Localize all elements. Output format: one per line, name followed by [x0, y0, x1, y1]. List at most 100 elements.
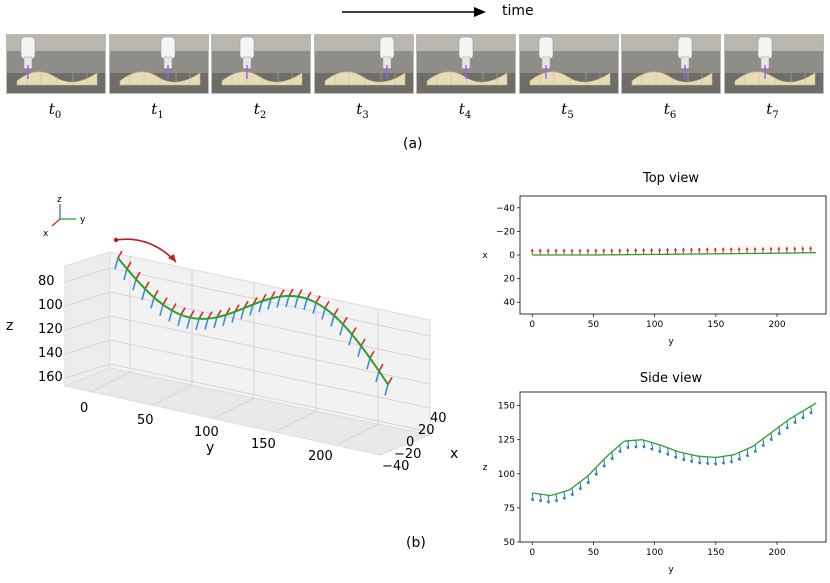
- orientation-arrow-red: [207, 311, 213, 320]
- z-tick-label: 120: [38, 322, 63, 337]
- y-axis-label: z: [483, 463, 488, 473]
- top-view-title: Top view: [642, 171, 699, 186]
- y-tick-label: 150: [498, 402, 515, 412]
- orientation-arrow-red: [135, 271, 141, 280]
- orientation-arrow-red: [279, 289, 285, 298]
- x-tick-label: 150: [707, 320, 724, 330]
- orientation-arrow-blue: [222, 314, 227, 327]
- orientation-arrow-blue: [240, 307, 245, 320]
- side-view-title: Side view: [639, 371, 703, 386]
- orientation-arrow: [619, 444, 622, 453]
- orientation-arrow: [627, 440, 630, 449]
- orientation-arrow: [595, 467, 598, 476]
- orientation-arrow-blue: [186, 317, 191, 329]
- x-tick-label: −20: [394, 447, 421, 462]
- orientation-arrow-blue: [141, 288, 146, 301]
- orientation-arrow-red: [144, 281, 150, 290]
- y-tick-label: 50: [137, 413, 154, 428]
- plot-frame: [519, 391, 827, 543]
- y-tick-label: 125: [498, 436, 515, 446]
- x-tick-label: 100: [646, 320, 663, 330]
- y-axis-label: x: [482, 251, 488, 261]
- orientation-arrow: [786, 421, 789, 430]
- frame-time-label: t5: [561, 100, 574, 121]
- orientation-arrow-red: [189, 310, 195, 318]
- y-tick-label: 150: [251, 437, 276, 452]
- x-tick-label: 100: [646, 548, 663, 558]
- orientation-arrow-blue: [168, 310, 173, 322]
- orientation-arrow-blue: [150, 297, 155, 309]
- orientation-arrow-blue: [384, 384, 389, 396]
- orientation-arrow-blue: [339, 324, 344, 336]
- orientation-arrow: [754, 444, 757, 453]
- orientation-arrow-blue: [375, 370, 380, 383]
- orientation-arrow-red: [297, 289, 303, 298]
- y-tick-label: 100: [194, 425, 219, 440]
- orientation-arrow: [579, 481, 582, 491]
- frame-time-label: t3: [356, 100, 369, 121]
- orientation-arrow: [722, 456, 725, 465]
- orientation-arrow-blue: [357, 345, 362, 358]
- icon-y-label: y: [80, 215, 86, 225]
- y-axis-label: y: [206, 440, 214, 456]
- frame-time-label: t1: [151, 100, 164, 121]
- trajectory-line: [532, 402, 817, 497]
- orientation-arrow-red: [180, 307, 186, 316]
- orientation-arrow: [587, 475, 590, 484]
- x-tick-label: 50: [588, 548, 600, 558]
- orientation-arrow: [706, 456, 709, 465]
- frame-image: [6, 34, 106, 94]
- y-tick-label: 0: [509, 251, 515, 261]
- orientation-arrow-red: [324, 300, 330, 309]
- orientation-arrow: [659, 444, 662, 453]
- orientation-arrow: [603, 459, 606, 468]
- orientation-arrow-red: [387, 376, 393, 385]
- orientation-arrow: [571, 487, 574, 496]
- axes-orientation-icon: z y x: [43, 195, 86, 239]
- side-view-chart: 0 50 100 150 200 50 75 100 125 150 y z: [483, 391, 827, 575]
- orientation-arrow-red: [342, 316, 348, 325]
- orientation-arrow: [563, 491, 566, 500]
- orientation-arrow-blue: [213, 317, 218, 329]
- trajectory-line: [117, 257, 389, 385]
- orientation-arrow: [555, 493, 558, 503]
- trajectory-line: [532, 251, 817, 256]
- orientation-arrow: [778, 426, 781, 436]
- orientation-arrow-blue: [249, 304, 254, 316]
- frame-time-label: t7: [766, 100, 779, 121]
- orientation-arrow: [547, 495, 550, 504]
- orientation-arrow: [746, 448, 749, 458]
- orientation-arrow-red: [117, 250, 123, 259]
- z-tick-label: 140: [38, 346, 63, 361]
- x-tick-label: 40: [430, 411, 447, 426]
- x-tick-label: 0: [406, 435, 414, 450]
- orientation-arrow-blue: [132, 278, 137, 291]
- frame-image: [723, 34, 824, 94]
- orientation-arrow-red: [171, 303, 177, 311]
- orientation-arrow-blue: [285, 295, 290, 308]
- orientation-arrow: [690, 454, 694, 463]
- orientation-arrow-blue: [303, 298, 308, 311]
- z-tick-label: 160: [38, 370, 63, 385]
- frame-time-label: t0: [48, 100, 62, 121]
- floor-pane: [63, 367, 432, 456]
- orientation-arrow-red: [315, 295, 321, 304]
- orientation-arrow-red: [360, 338, 366, 347]
- orientation-arrow-blue: [123, 268, 128, 281]
- frame-image: [416, 34, 516, 94]
- orientation-arrow-red: [306, 291, 312, 300]
- x-tick-label: −40: [382, 459, 409, 474]
- frame-image: [518, 34, 619, 94]
- orientation-arrow: [635, 440, 638, 449]
- x-tick-label: 200: [768, 548, 785, 558]
- frame-time-label: t4: [458, 100, 472, 121]
- frame-image: [211, 34, 311, 94]
- y-tick-label: 75: [504, 504, 515, 514]
- x-axis-label: y: [668, 565, 674, 575]
- orientation-arrow: [651, 442, 654, 451]
- orientation-arrow: [666, 447, 670, 456]
- orientation-arrow-blue: [114, 257, 119, 270]
- icon-z-label: z: [57, 195, 62, 205]
- orientation-arrow: [714, 457, 717, 466]
